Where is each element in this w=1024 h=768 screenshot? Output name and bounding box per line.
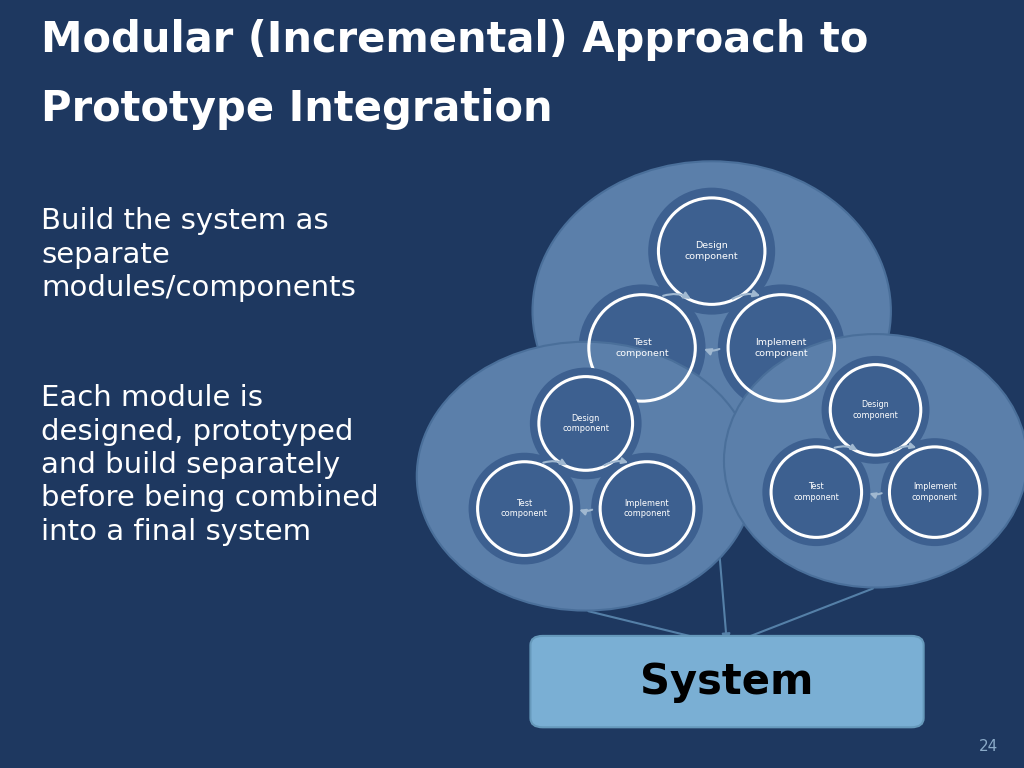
Text: Test
component: Test component: [501, 499, 548, 518]
Ellipse shape: [648, 187, 775, 315]
Text: System: System: [640, 660, 814, 703]
Ellipse shape: [762, 439, 870, 546]
Ellipse shape: [529, 368, 642, 479]
Ellipse shape: [881, 439, 988, 546]
Text: Implement
component: Implement component: [911, 482, 957, 502]
Text: Test
component: Test component: [794, 482, 840, 502]
Ellipse shape: [579, 284, 706, 412]
Text: Implement
component: Implement component: [624, 499, 671, 518]
Text: Build the system as
separate
modules/components: Build the system as separate modules/com…: [41, 207, 355, 303]
Text: Test
component: Test component: [615, 338, 669, 358]
Ellipse shape: [417, 342, 755, 611]
Text: Design
component: Design component: [853, 400, 898, 419]
Ellipse shape: [469, 452, 581, 564]
Ellipse shape: [591, 452, 702, 564]
Ellipse shape: [821, 356, 930, 464]
Text: 24: 24: [979, 739, 998, 754]
Text: Each module is
designed, prototyped
and build separately
before being combined
i: Each module is designed, prototyped and …: [41, 384, 379, 546]
Text: Design
component: Design component: [562, 414, 609, 433]
Text: Prototype Integration: Prototype Integration: [41, 88, 553, 131]
Ellipse shape: [724, 334, 1024, 588]
Ellipse shape: [532, 161, 891, 461]
Text: Design
component: Design component: [685, 241, 738, 261]
Text: Implement
component: Implement component: [755, 338, 808, 358]
Text: Modular (Incremental) Approach to: Modular (Incremental) Approach to: [41, 19, 868, 61]
FancyBboxPatch shape: [530, 636, 924, 727]
Ellipse shape: [718, 284, 845, 412]
